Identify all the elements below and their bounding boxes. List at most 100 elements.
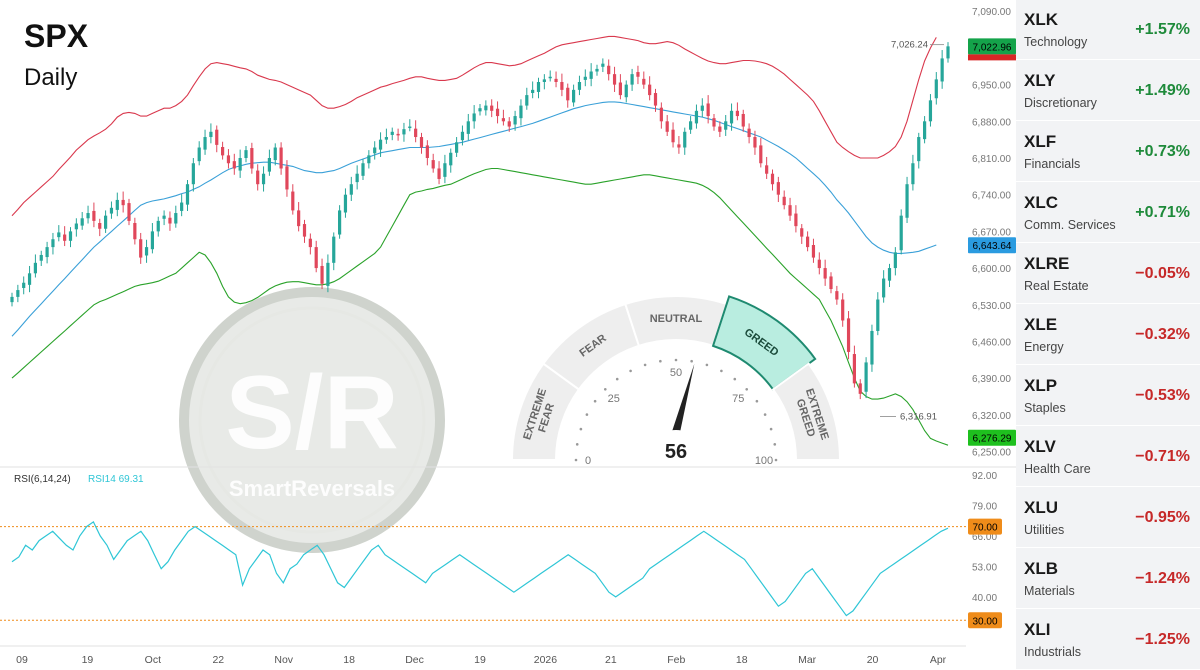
candle-body	[852, 354, 856, 384]
candle-body	[92, 210, 96, 221]
candle-body	[74, 223, 78, 230]
candle-body	[472, 113, 476, 122]
x-tick-label: Feb	[667, 654, 685, 666]
candle-body	[378, 139, 383, 150]
candle-body	[57, 232, 61, 238]
candle-body	[677, 144, 681, 148]
gauge-tick	[720, 369, 723, 373]
candle-body	[770, 173, 775, 185]
sector-change: −0.95%	[1135, 509, 1190, 526]
rsi-axis-label: 40.00	[972, 593, 997, 604]
candle-body	[490, 105, 494, 111]
chart-subtitle: Daily	[24, 64, 78, 91]
price-tag	[968, 429, 1016, 446]
candle-body	[870, 330, 874, 365]
candle-body	[226, 155, 231, 164]
candle-body	[431, 160, 435, 169]
sector-symbol: XLK	[1024, 10, 1058, 29]
candle-body	[642, 78, 646, 85]
rsi-axis-label: 79.00	[972, 501, 997, 512]
candle-body	[788, 205, 792, 216]
candle-body	[876, 299, 880, 331]
sector-name: Discretionary	[1024, 96, 1097, 110]
sector-change: −0.32%	[1135, 326, 1190, 343]
x-tick-label: Oct	[145, 654, 161, 666]
sector-symbol: XLRE	[1024, 254, 1070, 273]
candle-body	[513, 116, 517, 125]
x-tick-label: 21	[605, 654, 617, 666]
candle-body	[683, 131, 687, 148]
gauge-scale-label: 50	[670, 367, 682, 379]
candle-body	[402, 129, 406, 135]
candle-body	[121, 199, 125, 206]
sector-change: −0.53%	[1135, 387, 1190, 404]
sector-symbol: XLE	[1024, 315, 1058, 334]
sector-row-xlf: XLF Financials +0.73%	[1016, 122, 1200, 182]
rsi-axis-label: 92.00	[972, 471, 997, 482]
upper-bollinger-band	[11, 35, 937, 217]
candle-body	[261, 173, 266, 185]
candle-body	[531, 89, 535, 94]
candle-body	[396, 133, 400, 136]
candle-body	[343, 194, 348, 213]
sector-row-xle: XLE Energy −0.32%	[1016, 305, 1200, 365]
price-tag	[968, 237, 1016, 254]
sector-row-xly: XLY Discretionary +1.49%	[1016, 61, 1200, 121]
candle-body	[648, 84, 652, 96]
x-tick-label: Mar	[798, 654, 817, 666]
candle-body	[928, 100, 933, 122]
x-tick-label: Apr	[930, 654, 947, 666]
candle-body	[495, 108, 500, 117]
price-axis-label: 6,810.00	[972, 154, 1011, 165]
candle-body	[373, 147, 377, 154]
candle-body	[934, 79, 938, 99]
x-tick-label: 19	[474, 654, 486, 666]
sector-name: Comm. Services	[1024, 218, 1116, 232]
sector-change: −0.71%	[1135, 448, 1190, 465]
gauge-tick	[659, 359, 662, 363]
candle-body	[940, 58, 944, 82]
price-tag-label: 6,276.29	[973, 434, 1012, 445]
candle-body	[607, 65, 611, 75]
candle-body	[753, 137, 757, 148]
candle-body	[747, 128, 751, 138]
gauge-hub	[646, 430, 706, 490]
candle-body	[367, 155, 371, 164]
candle-body	[127, 203, 131, 221]
candle-body	[279, 147, 283, 169]
price-axis-label: 6,740.00	[972, 191, 1011, 202]
price-axis-label: 6,460.00	[972, 337, 1011, 348]
candle-body	[653, 93, 658, 106]
candle-body	[484, 105, 488, 111]
rsi-legend-name: RSI(6,14,24)	[14, 474, 71, 485]
price-axis-label: 6,530.00	[972, 301, 1011, 312]
x-tick-label: Dec	[405, 654, 424, 666]
gauge-tick	[574, 458, 578, 462]
chart-title: SPX	[24, 18, 89, 54]
candle-body	[501, 118, 505, 122]
candle-body	[776, 182, 780, 195]
candle-body	[443, 163, 447, 177]
candle-body	[349, 184, 353, 195]
candle-body	[899, 215, 903, 251]
candle-body	[384, 137, 388, 140]
candle-body	[917, 137, 921, 162]
candle-body	[671, 129, 675, 143]
candle-body	[923, 121, 927, 140]
candle-body	[689, 121, 693, 130]
gauge-tick	[585, 413, 589, 416]
gauge-value: 56	[665, 441, 687, 463]
gauge-zone-extreme-greed	[771, 362, 842, 461]
watermark-text: SmartReversals	[229, 476, 395, 501]
watermark-circle	[179, 287, 445, 553]
x-tick-label: 20	[867, 654, 879, 666]
candle-body	[466, 121, 470, 134]
candle-body	[665, 121, 669, 132]
candle-body	[794, 213, 798, 227]
candle-body	[109, 207, 114, 214]
candle-body	[536, 82, 541, 92]
candle-body	[162, 215, 166, 219]
candle-body	[191, 163, 195, 185]
sector-name: Technology	[1024, 35, 1088, 49]
